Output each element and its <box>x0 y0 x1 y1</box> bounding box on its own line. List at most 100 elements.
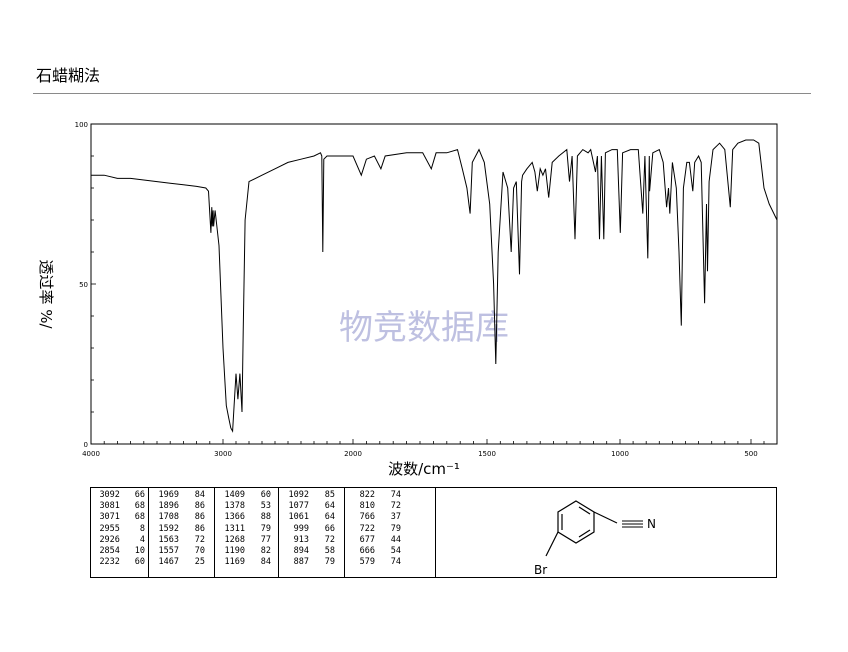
nitrile-n-label: N <box>647 517 656 531</box>
peak-table-row: 887 79 <box>279 557 344 568</box>
peak-table-row: 2854 10 <box>91 546 148 557</box>
peak-transmittance: 66 <box>134 490 145 500</box>
peak-wavenumber: 1190 <box>224 545 245 556</box>
peak-table-row: 2926 4 <box>91 535 148 546</box>
peak-transmittance: 8 <box>139 523 145 534</box>
peak-table-row: 2955 8 <box>91 524 148 535</box>
peak-table-row: 913 72 <box>279 535 344 546</box>
peak-table: 3092 66 3081 68 3071 68 2955 8 2926 4 2854 10 2232 60… <box>90 487 436 578</box>
peak-transmittance: 86 <box>194 501 205 512</box>
peak-wavenumber: 1268 <box>224 534 245 545</box>
y-tick-label: 0 <box>84 441 88 449</box>
peak-table-row: 666 54 <box>345 546 416 557</box>
peak-wavenumber: 1557 <box>158 545 179 556</box>
peak-transmittance: 84 <box>194 490 205 500</box>
peak-transmittance: 79 <box>390 523 401 534</box>
peak-transmittance: 10 <box>134 545 145 556</box>
peak-wavenumber: 1592 <box>158 523 179 534</box>
peak-transmittance: 37 <box>390 512 401 523</box>
peak-transmittance: 54 <box>390 545 401 556</box>
ir-spectrum-chart: 4000 3000 2000 1500 1000 500 0 50 100 物竞数据库 波数/c… <box>37 121 778 478</box>
peak-wavenumber: 822 <box>359 490 375 500</box>
peak-table-row: 1557 70 <box>149 546 214 557</box>
peak-transmittance: 25 <box>194 557 205 568</box>
y-axis-label: 透过率 %/ <box>37 259 55 329</box>
peak-wavenumber: 1378 <box>224 501 245 512</box>
peak-transmittance: 64 <box>324 512 335 523</box>
peak-table-row: 766 37 <box>345 512 416 523</box>
molecule-structure: N Br <box>534 500 656 577</box>
peak-transmittance: 4 <box>139 534 145 545</box>
peak-wavenumber: 3081 <box>99 501 120 512</box>
peak-wavenumber: 1969 <box>158 490 179 500</box>
peak-table-row: 1563 72 <box>149 535 214 546</box>
peak-table-column: 822 74 810 72 766 37 722 79 677 44 666 54 579 74 <box>345 488 416 577</box>
peak-transmittance: 85 <box>324 490 335 500</box>
peak-table-row: 3071 68 <box>91 512 148 523</box>
peak-wavenumber: 2955 <box>99 523 120 534</box>
peak-transmittance: 66 <box>324 523 335 534</box>
peak-wavenumber: 2854 <box>99 545 120 556</box>
peak-wavenumber: 1708 <box>158 512 179 523</box>
peak-table-row: 1592 86 <box>149 524 214 535</box>
peak-transmittance: 77 <box>260 534 271 545</box>
peak-wavenumber: 2232 <box>99 557 120 568</box>
peak-transmittance: 74 <box>390 490 401 500</box>
peak-wavenumber: 1896 <box>158 501 179 512</box>
peak-wavenumber: 1077 <box>288 501 309 512</box>
peak-wavenumber: 810 <box>359 501 375 512</box>
peak-transmittance: 64 <box>324 501 335 512</box>
peak-wavenumber: 1311 <box>224 523 245 534</box>
peak-table-column: 1969 84 1896 86 1708 86 1592 86 1563 72 1557 70 1467… <box>149 488 215 577</box>
peak-transmittance: 68 <box>134 501 145 512</box>
peak-table-row: 1092 85 <box>279 490 344 501</box>
peak-table-row: 1268 77 <box>215 535 278 546</box>
structure-panel: N Br <box>435 487 777 578</box>
peak-transmittance: 74 <box>390 557 401 568</box>
peak-transmittance: 53 <box>260 501 271 512</box>
peak-transmittance: 72 <box>390 501 401 512</box>
x-tick-label: 2000 <box>344 450 362 458</box>
peak-transmittance: 60 <box>134 557 145 568</box>
peak-table-row: 3081 68 <box>91 501 148 512</box>
peak-wavenumber: 1366 <box>224 512 245 523</box>
x-axis-label: 波数/cm⁻¹ <box>388 460 460 478</box>
peak-wavenumber: 3071 <box>99 512 120 523</box>
peak-table-row: 1896 86 <box>149 501 214 512</box>
spectrum-series-line <box>91 139 778 433</box>
peak-transmittance: 84 <box>260 557 271 568</box>
benzene-ring <box>557 500 595 544</box>
peak-wavenumber: 999 <box>293 523 309 534</box>
br-bond <box>545 531 559 557</box>
peak-transmittance: 86 <box>194 512 205 523</box>
nitrile-triple-bond <box>593 511 643 528</box>
peak-transmittance: 82 <box>260 545 271 556</box>
peak-table-column: 1092 85 1077 64 1061 64 999 66 913 72 894 58 887 79 <box>279 488 345 577</box>
peak-transmittance: 70 <box>194 545 205 556</box>
peak-wavenumber: 887 <box>293 557 309 568</box>
peak-table-row: 3092 66 <box>91 490 148 501</box>
peak-table-row: 1378 53 <box>215 501 278 512</box>
peak-wavenumber: 579 <box>359 557 375 568</box>
peak-transmittance: 44 <box>390 534 401 545</box>
peak-wavenumber: 677 <box>359 534 375 545</box>
peak-table-row: 1708 86 <box>149 512 214 523</box>
peak-transmittance: 79 <box>324 557 335 568</box>
x-tick-label: 1000 <box>611 450 629 458</box>
peak-wavenumber: 666 <box>359 545 375 556</box>
x-tick-label: 4000 <box>82 450 100 458</box>
peak-wavenumber: 1092 <box>288 490 309 500</box>
y-tick-label: 100 <box>75 121 88 129</box>
peak-table-row: 822 74 <box>345 490 416 501</box>
method-title: 石蜡糊法 <box>36 66 101 85</box>
peak-table-row: 999 66 <box>279 524 344 535</box>
peak-wavenumber: 1563 <box>158 534 179 545</box>
peak-table-row: 1190 82 <box>215 546 278 557</box>
peak-table-row: 2232 60 <box>91 557 148 568</box>
peak-table-row: 1366 88 <box>215 512 278 523</box>
peak-table-row: 1311 79 <box>215 524 278 535</box>
peak-transmittance: 72 <box>324 534 335 545</box>
peak-wavenumber: 894 <box>293 545 309 556</box>
peak-table-row: 1061 64 <box>279 512 344 523</box>
peak-wavenumber: 1169 <box>224 557 245 568</box>
